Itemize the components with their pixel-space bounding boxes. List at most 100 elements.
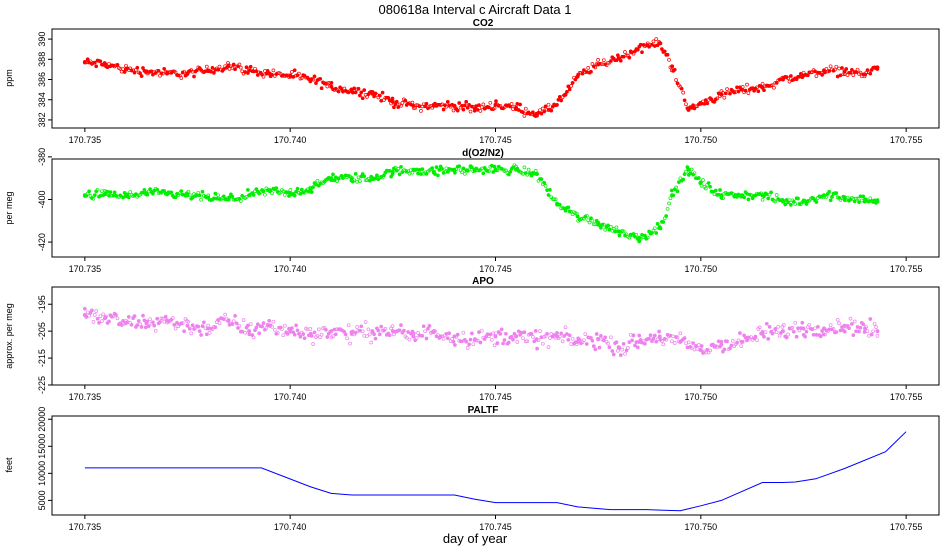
data-point: [682, 336, 687, 340]
data-point: [777, 333, 782, 338]
data-point: [426, 326, 430, 331]
data-point: [282, 193, 287, 197]
data-point: [760, 81, 765, 86]
data-point: [621, 341, 626, 346]
panel-title: d(O2/N2): [462, 148, 504, 159]
data-point: [655, 222, 660, 226]
data-point: [87, 189, 91, 194]
data-point: [324, 327, 328, 332]
data-point: [533, 329, 538, 333]
data-point: [657, 334, 662, 339]
data-point: [122, 321, 127, 326]
data-point: [814, 74, 819, 78]
data-point: [495, 341, 500, 345]
data-point: [261, 321, 266, 325]
data-point: [715, 96, 720, 101]
data-point: [620, 347, 625, 352]
data-point: [685, 165, 690, 169]
data-point: [655, 337, 660, 342]
data-point: [265, 323, 270, 327]
data-point: [834, 191, 839, 195]
data-point: [701, 178, 705, 182]
data-point: [212, 71, 216, 75]
data-point: [153, 328, 158, 333]
data-point: [742, 195, 746, 200]
data-point: [353, 90, 358, 95]
data-point: [478, 109, 483, 113]
data-point: [179, 189, 184, 193]
data-point: [468, 337, 473, 342]
data-point: [187, 192, 192, 197]
data-point: [682, 98, 687, 103]
data-point: [192, 74, 196, 79]
data-point: [348, 174, 352, 179]
data-point: [231, 319, 236, 324]
data-point: [671, 334, 676, 339]
data-point: [553, 197, 558, 202]
data-point: [348, 341, 352, 346]
data-point: [862, 74, 867, 79]
data-point: [643, 341, 647, 346]
data-point: [509, 102, 514, 106]
data-point: [345, 336, 349, 341]
data-point: [122, 70, 127, 74]
data-point: [132, 314, 137, 318]
data-point: [502, 338, 507, 342]
data-point: [255, 322, 260, 327]
data-point: [297, 331, 301, 336]
data-point: [822, 326, 827, 331]
data-point: [185, 323, 190, 328]
data-point: [679, 86, 684, 91]
data-point: [297, 71, 301, 76]
data-point: [433, 329, 437, 334]
data-point: [343, 332, 348, 337]
data-point: [336, 89, 341, 94]
data-point: [111, 314, 116, 319]
data-point: [397, 172, 402, 177]
data-point: [377, 93, 382, 98]
data-point: [552, 333, 556, 337]
data-point: [451, 108, 456, 113]
data-point: [199, 197, 203, 202]
data-point: [584, 213, 589, 218]
data-point: [460, 339, 464, 344]
axis-ticks: 170.735 170.740 170.745 170.750 170.755 382 38…: [37, 32, 922, 145]
data-point: [658, 226, 663, 231]
data-point: [237, 323, 242, 328]
data-point: [314, 81, 318, 85]
data-point: [691, 341, 695, 345]
data-point: [789, 203, 793, 207]
data-point: [743, 335, 748, 340]
data-point: [126, 195, 131, 200]
data-point: [173, 326, 178, 331]
data-point: [549, 108, 554, 113]
data-point: [718, 94, 722, 98]
data-marks: [84, 431, 907, 512]
data-point: [610, 349, 615, 353]
data-point: [311, 342, 315, 346]
data-point: [784, 335, 789, 340]
data-point: [299, 187, 304, 192]
data-point: [828, 64, 833, 69]
data-point: [146, 324, 151, 328]
data-point: [555, 331, 559, 335]
data-point: [478, 340, 483, 345]
data-point: [596, 58, 600, 62]
data-point: [543, 104, 548, 109]
data-point: [645, 235, 650, 240]
data-point: [197, 193, 202, 198]
data-point: [226, 61, 230, 65]
data-point: [160, 71, 165, 76]
data-point: [603, 335, 608, 340]
data-point: [440, 167, 444, 171]
data-point: [400, 101, 405, 105]
data-point: [387, 98, 392, 103]
y-axis-label: ppm: [4, 69, 14, 87]
data-point: [841, 72, 846, 77]
data-point: [108, 190, 113, 194]
data-point: [816, 324, 820, 329]
x-tick-label: 170.755: [890, 135, 923, 145]
data-point: [525, 172, 530, 177]
data-point: [274, 186, 279, 190]
data-point: [145, 319, 150, 324]
